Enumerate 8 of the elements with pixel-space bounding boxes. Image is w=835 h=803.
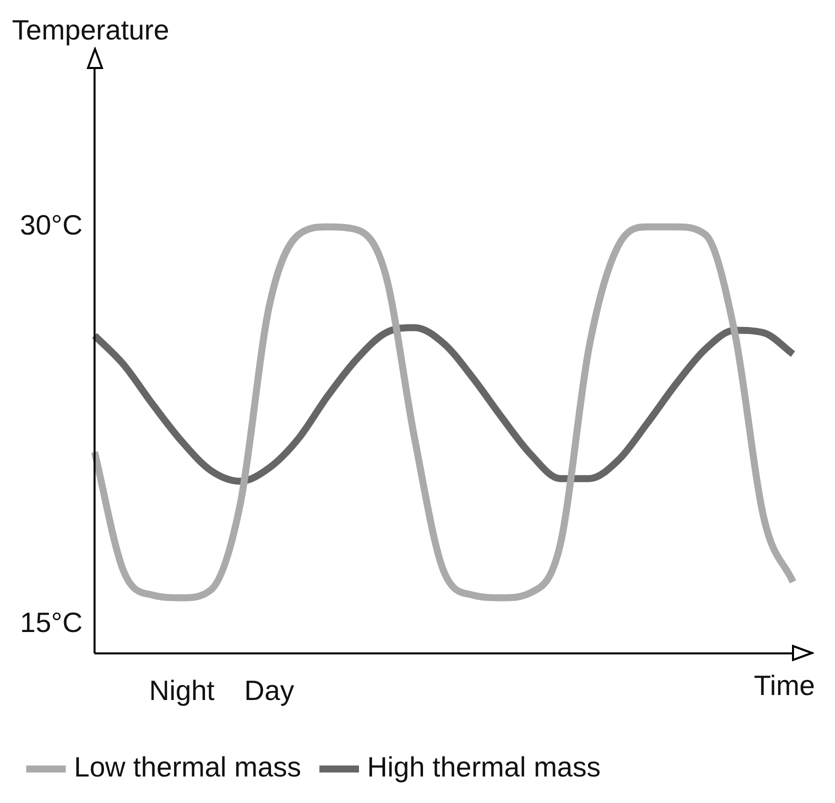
legend-label: High thermal mass	[367, 752, 601, 783]
y-tick-label: 15°C	[20, 606, 83, 638]
x-tick-label: Night	[149, 674, 215, 706]
y-tick-label: 30°C	[20, 210, 83, 241]
x-tick-label: Day	[244, 674, 294, 706]
legend-label: Low thermal mass	[74, 752, 302, 783]
x-axis-title: Time	[754, 670, 815, 702]
y-axis-title: Temperature	[12, 14, 170, 46]
